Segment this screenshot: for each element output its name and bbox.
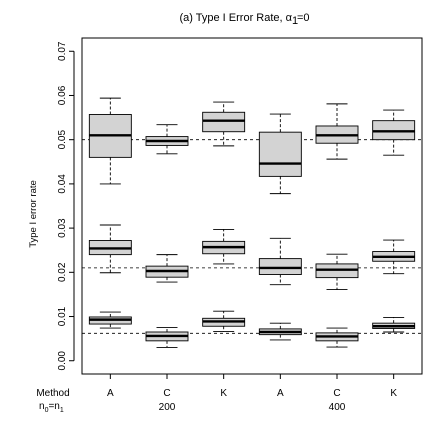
boxplot-k <box>202 228 246 265</box>
chart-title-suffix: =0 <box>297 12 310 24</box>
y-tick-label: 0.01 <box>57 306 68 326</box>
box <box>258 258 302 275</box>
method-label: K <box>220 388 227 399</box>
chart-title-subscript: 1 <box>292 15 298 27</box>
method-row-label: Method <box>36 388 69 399</box>
boxplot-c <box>145 327 189 348</box>
chart-title: (a) Type I Error Rate, α 1 =0 <box>179 12 309 27</box>
x-axis-labels: Method n0=n1 A C 200 K A C 400 K <box>36 374 397 414</box>
boxplots <box>88 97 416 348</box>
method-label: C <box>163 388 170 399</box>
boxplot-k <box>202 101 246 147</box>
box <box>202 111 246 133</box>
boxplot-a <box>258 237 302 286</box>
n-row-label-n: n <box>39 401 45 412</box>
method-label: A <box>277 388 284 399</box>
y-tick-label: 0.00 <box>57 351 68 371</box>
boxplot-a <box>258 113 302 195</box>
y-axis-label: Type I error rate <box>28 180 39 248</box>
n-row-label-sub0: 0 <box>45 407 49 414</box>
y-tick-label: 0.02 <box>57 262 68 282</box>
box <box>258 131 302 177</box>
boxplot-a <box>88 97 132 185</box>
boxplot-c <box>315 253 359 291</box>
n-row-label-eq: =n <box>48 401 59 412</box>
y-tick-label: 0.07 <box>57 41 68 61</box>
y-axis: 0.00 0.01 0.02 0.03 0.04 0.05 0.06 0.07 <box>57 41 75 371</box>
plot-frame <box>81 37 423 375</box>
reference-lines <box>82 139 422 334</box>
method-label: K <box>390 388 397 399</box>
method-label: C <box>333 388 340 399</box>
boxplot-k <box>372 109 416 156</box>
y-tick-label: 0.05 <box>57 130 68 150</box>
n-row-label: n0=n1 <box>39 401 64 414</box>
boxplot-k <box>372 239 416 275</box>
boxplot-k <box>372 316 416 333</box>
sample-size-label: 400 <box>329 402 346 413</box>
boxplot-c <box>315 103 359 160</box>
sample-size-label: 200 <box>159 402 176 413</box>
boxplot-a <box>258 322 302 341</box>
boxplot-a <box>88 224 132 274</box>
chart-title-text: (a) Type I Error Rate, α <box>179 12 292 24</box>
n-row-label-sub1: 1 <box>60 407 64 414</box>
boxplot-k <box>202 310 246 333</box>
boxplot-c <box>315 327 359 348</box>
boxplot-c <box>145 124 189 155</box>
method-label: A <box>107 388 114 399</box>
boxplot-c <box>145 254 189 283</box>
y-tick-label: 0.04 <box>57 174 68 194</box>
y-tick-label: 0.03 <box>57 218 68 238</box>
y-tick-label: 0.06 <box>57 85 68 105</box>
boxplot-a <box>88 311 132 329</box>
